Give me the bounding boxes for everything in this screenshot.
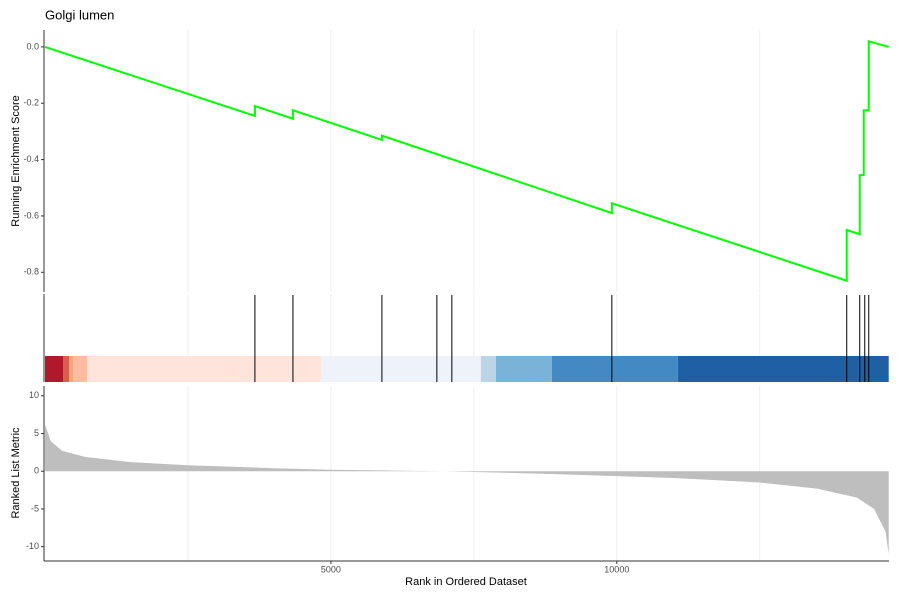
color-band <box>86 356 321 382</box>
color-band <box>677 356 889 382</box>
y-tick-label: -0.2 <box>23 98 39 108</box>
metric-area <box>45 424 889 555</box>
color-band <box>69 356 74 382</box>
color-band <box>551 356 678 382</box>
x-axis-label: Rank in Ordered Dataset <box>405 576 527 588</box>
y-tick-label: -10 <box>26 541 39 551</box>
y-tick-label: -0.8 <box>23 267 39 277</box>
y-tick-label: -0.4 <box>23 154 39 164</box>
y-tick-label: -5 <box>31 503 39 513</box>
color-band <box>320 356 481 382</box>
y-axis-label: Ranked List Metric <box>10 427 22 519</box>
y-tick-label: 0.0 <box>26 41 39 51</box>
y-axis-label: Running Enrichment Score <box>10 95 22 226</box>
y-tick-label: -0.6 <box>23 210 39 220</box>
color-band <box>495 356 552 382</box>
color-band <box>45 356 64 382</box>
y-tick-label: 5 <box>34 428 39 438</box>
y-tick-label: 0 <box>34 466 39 476</box>
enrichment-line <box>44 39 889 283</box>
x-tick-label: 5000 <box>321 564 341 574</box>
color-band <box>63 356 70 382</box>
color-band <box>480 356 496 382</box>
y-tick-label: 10 <box>29 390 39 400</box>
color-band <box>73 356 87 382</box>
x-tick-label: 10000 <box>604 564 629 574</box>
chart-title: Golgi lumen <box>45 7 114 22</box>
